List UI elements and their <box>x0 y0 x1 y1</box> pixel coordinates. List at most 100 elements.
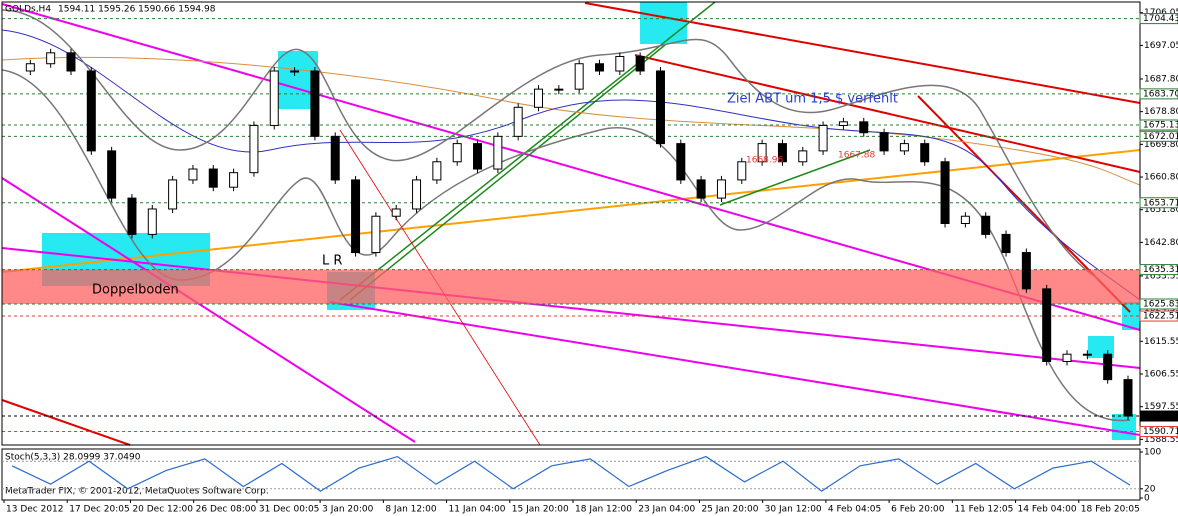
level-tag-box <box>1139 264 1178 276</box>
x-tick-label: 18 Feb 20:05 <box>1081 505 1140 515</box>
x-tick-label: 31 Dec 00:05 <box>259 505 320 515</box>
level-tag-box <box>1139 298 1178 310</box>
candle <box>310 70 320 137</box>
candle <box>66 52 76 72</box>
x-tick-label: 11 Feb 12:05 <box>954 505 1013 515</box>
candle <box>229 172 239 188</box>
level-tag-box <box>1139 130 1178 142</box>
candle <box>25 63 35 72</box>
zone-box <box>640 2 687 44</box>
candle <box>615 55 625 72</box>
x-tick-label: 14 Feb 04:00 <box>1018 505 1077 515</box>
level-tag: 1672.01 <box>1143 132 1178 142</box>
candle <box>127 197 137 235</box>
x-tick-label: 26 Dec 08:00 <box>196 505 257 515</box>
candle <box>818 124 828 152</box>
candle <box>493 135 503 170</box>
candle <box>513 106 523 137</box>
candle <box>290 70 300 73</box>
level-tag: 1675.13 <box>1143 120 1178 130</box>
candle <box>249 124 259 174</box>
annotation: L R <box>322 254 342 269</box>
moving-average <box>1 29 1141 301</box>
trend-line <box>1 149 1141 273</box>
panel-border <box>1 1 1141 446</box>
level-tag: 1625.83 <box>1143 300 1178 310</box>
candle <box>960 215 970 224</box>
candle <box>655 70 665 145</box>
level-tag: 1594.98 <box>1143 412 1178 422</box>
candle <box>940 161 950 224</box>
y-tick-label: 1660.80 <box>1144 173 1178 183</box>
candle <box>899 143 909 152</box>
trend-line <box>329 301 1141 436</box>
y-tick-label: 1642.80 <box>1144 238 1178 248</box>
annotation: Doppelboden <box>92 283 179 298</box>
candle <box>838 121 848 126</box>
x-tick-label: 13 Dec 2012 <box>6 505 64 515</box>
candle <box>574 63 584 90</box>
candle <box>676 143 686 181</box>
x-tick-label: 18 Jan 12:00 <box>575 505 632 515</box>
stoch-title: Stoch(5,3,3) 28.0999 37.0490 <box>5 453 141 463</box>
price-tag: 1668.96 <box>746 156 783 166</box>
candle <box>1123 379 1133 417</box>
y-tick-label: 1687.80 <box>1144 74 1178 84</box>
level-tag-box <box>1139 426 1178 438</box>
candle <box>168 179 178 210</box>
candle <box>757 143 767 163</box>
y-tick-label: 1615.55 <box>1144 337 1178 347</box>
candle <box>716 179 726 199</box>
candle <box>351 179 361 254</box>
y-tick-label: 1669.80 <box>1144 140 1178 150</box>
candle <box>696 179 706 199</box>
candle <box>147 208 157 235</box>
y-tick-label: 1651.80 <box>1144 205 1178 215</box>
level-tag-box <box>1139 119 1178 131</box>
zone-box <box>1112 414 1136 440</box>
candle <box>432 161 442 181</box>
level-tag: 1622.51 <box>1143 312 1178 322</box>
candle <box>452 143 462 163</box>
x-tick-label: 11 Jan 04:00 <box>449 505 506 515</box>
candle <box>46 52 56 65</box>
candle <box>1082 353 1092 356</box>
level-tag: 1590.71 <box>1143 427 1178 437</box>
x-tick-label: 20 Dec 12:00 <box>132 505 193 515</box>
y-tick-label: 1697.05 <box>1144 41 1178 51</box>
candle <box>208 168 218 188</box>
stoch-tick-label: 0 <box>1144 494 1150 504</box>
candle <box>1001 233 1011 254</box>
candle <box>554 88 564 91</box>
stoch-tick-label: 20 <box>1144 484 1156 494</box>
candle <box>188 168 198 181</box>
candle <box>86 70 96 152</box>
candle <box>859 121 869 134</box>
price-panel <box>2 18 1140 433</box>
candle <box>371 215 381 254</box>
candle <box>879 132 889 152</box>
x-tick-label: 30 Jan 12:00 <box>765 505 822 515</box>
level-tag: 1683.70 <box>1143 89 1178 99</box>
resistance-zone <box>2 269 1140 305</box>
candle <box>1042 288 1052 362</box>
candle <box>1103 353 1113 381</box>
x-tick-label: 3 Jan 20:00 <box>322 505 374 515</box>
x-tick-label: 25 Jan 20:00 <box>701 505 758 515</box>
candle <box>594 63 604 72</box>
y-tick-label: 1606.55 <box>1144 370 1178 380</box>
y-tick-label: 1588.55 <box>1144 435 1178 445</box>
level-tag-box <box>1139 310 1178 322</box>
trend-line <box>584 2 1141 104</box>
trend-line <box>349 44 666 301</box>
candle <box>1062 353 1072 362</box>
candle <box>269 70 279 126</box>
candle <box>107 150 117 199</box>
trend-line <box>1 177 416 443</box>
trend-line <box>634 54 1141 173</box>
level-tag-box <box>1139 88 1178 100</box>
candle <box>777 143 787 163</box>
x-tick-label: 15 Jan 20:00 <box>512 505 569 515</box>
x-tick-label: 6 Feb 20:00 <box>891 505 945 515</box>
